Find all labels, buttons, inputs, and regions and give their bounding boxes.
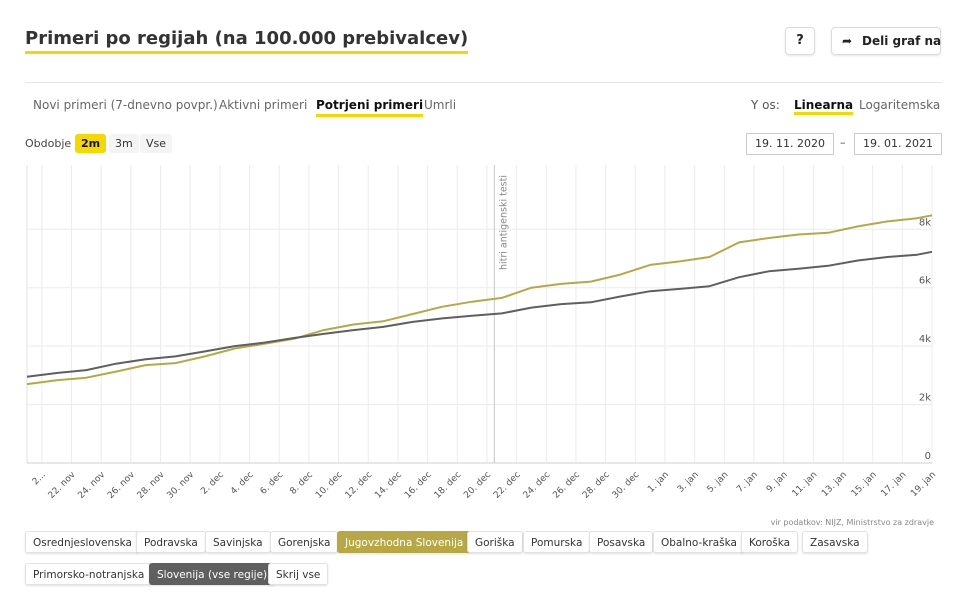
y-tick-label: 8k [919, 217, 931, 228]
y-axis-linear-option[interactable]: Linearna [794, 96, 854, 115]
x-tick-label: 2... [31, 470, 48, 487]
share-button[interactable]: ➦ Deli graf na [831, 27, 941, 55]
x-tick-label: 4. dec [229, 470, 256, 497]
page-title: Primeri po regijah (na 100.000 prebivalc… [25, 28, 469, 54]
region-button[interactable]: Savinjska [205, 531, 271, 553]
horizontal-gridlines [27, 228, 932, 464]
y-axis-label: Y os: [751, 98, 780, 112]
series-line-1 [26, 250, 933, 378]
x-tick-label: 7. jan [735, 470, 760, 495]
region-button[interactable]: Obalno-kraška [653, 531, 745, 553]
x-tick-label: 6. dec [259, 470, 286, 497]
x-tick-label: 9. jan [765, 470, 790, 495]
x-tick-label: 14. dec [373, 470, 404, 501]
x-tick-label: 1. jan [646, 470, 671, 495]
tab-novi-primeri[interactable]: Novi primeri (7-dnevno povpr.) [33, 98, 218, 112]
x-tick-label: 22. dec [492, 470, 523, 501]
tab-aktivni-primeri[interactable]: Aktivni primeri [219, 98, 308, 112]
x-tick-label: 24. nov [76, 470, 107, 501]
source-note: vir podatkov: NIJZ, Ministrstvo za zdrav… [770, 518, 934, 527]
share-arrow-icon: ➦ [842, 34, 853, 48]
date-from-input[interactable]: 19. 11. 2020 [746, 133, 834, 155]
x-tick-label: 30. dec [611, 470, 642, 501]
x-tick-label: 22. nov [47, 470, 78, 501]
x-tick-label: 10. dec [314, 470, 345, 501]
region-button[interactable]: Posavska [589, 531, 654, 553]
x-tick-label: 5. jan [706, 470, 731, 495]
x-tick-label: 30. nov [165, 470, 196, 501]
tab-potrjeni-primeri[interactable]: Potrjeni primeri [316, 96, 424, 117]
date-separator: – [840, 136, 846, 149]
share-button-label: Deli graf na [862, 34, 942, 48]
region-button-selected[interactable]: Jugovzhodna Slovenija [337, 531, 472, 553]
period-all-button[interactable]: Vse [140, 134, 173, 153]
x-tick-label: 3. jan [676, 470, 701, 495]
region-button[interactable]: Pomurska [523, 531, 591, 553]
x-tick-label: 28. dec [581, 470, 612, 501]
x-tick-label: 26. nov [106, 470, 137, 501]
region-button[interactable]: Goriška [467, 531, 523, 553]
period-3m-button[interactable]: 3m [109, 134, 139, 153]
x-tick-label: 13. jan [820, 470, 849, 499]
region-button-selected[interactable]: Slovenija (vse regije) [149, 563, 276, 585]
region-button[interactable]: Zasavska [802, 531, 868, 553]
x-tick-label: 8. dec [288, 470, 315, 497]
y-tick-label: 0 [925, 451, 931, 462]
region-button[interactable]: Podravska [136, 531, 206, 553]
annotation-label: hitri antigenski testi [498, 175, 509, 270]
x-tick-label: 2. dec [199, 470, 226, 497]
region-button[interactable]: Primorsko-notranjska [25, 563, 153, 585]
x-tick-label: 16. dec [403, 470, 434, 501]
x-tick-label: 20. dec [462, 470, 493, 501]
y-tick-label: 4k [919, 334, 931, 345]
series-lines [26, 214, 933, 386]
header-divider [25, 82, 942, 83]
vertical-gridlines [26, 165, 933, 463]
hide-all-button[interactable]: Skrij vse [268, 563, 329, 585]
region-button[interactable]: Koroška [741, 531, 799, 553]
date-to-input[interactable]: 19. 01. 2021 [854, 133, 942, 155]
y-axis-log-option[interactable]: Logaritemska [859, 98, 941, 112]
region-button[interactable]: Osrednjeslovenska [25, 531, 140, 553]
series-line-0 [26, 214, 933, 386]
y-tick-label: 2k [919, 393, 931, 404]
y-axis-linear-label: Linearna [794, 98, 854, 115]
x-tick-label: 19. jan [909, 470, 938, 499]
help-button[interactable]: ? [785, 27, 815, 55]
x-tick-label: 11. jan [791, 470, 820, 499]
x-tick-label: 24. dec [522, 470, 553, 501]
y-tick-labels: 0 2k 4k 6k 8k [919, 217, 931, 462]
region-button[interactable]: Gorenjska [270, 531, 339, 553]
x-tick-label: 28. nov [136, 470, 167, 501]
tab-umrli[interactable]: Umrli [424, 98, 457, 112]
period-2m-button[interactable]: 2m [75, 134, 107, 153]
x-tick-label: 17. jan [880, 470, 909, 499]
period-label: Obdobje [25, 137, 72, 150]
y-tick-label: 6k [919, 276, 931, 287]
x-tick-label: 12. dec [344, 470, 375, 501]
x-tick-label: 15. jan [850, 470, 879, 499]
x-tick-label: 18. dec [433, 470, 464, 501]
x-tick-label: 26. dec [551, 470, 582, 501]
